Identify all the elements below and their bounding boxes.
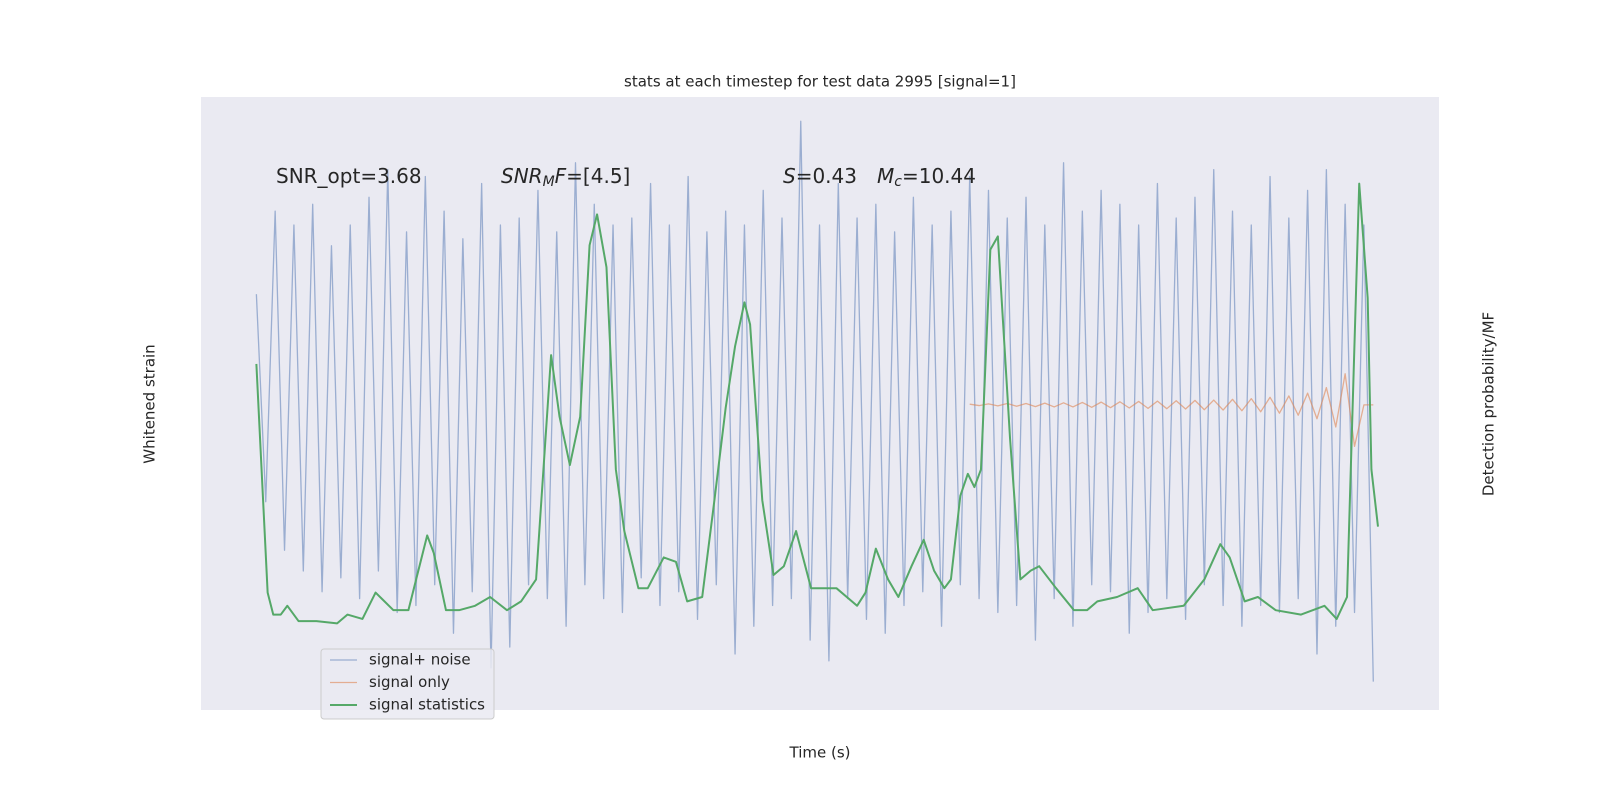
annotation: Mc=10.44 [877, 164, 976, 191]
marks [255, 120, 1379, 682]
series-line [969, 373, 1374, 448]
annotation: S=0.43 [783, 164, 857, 188]
annotation-part: SNR_opt=3.68 [276, 164, 422, 188]
annotation-part: SNR [501, 164, 543, 188]
annotation: SNRMF=[4.5] [501, 164, 630, 191]
series-line [255, 182, 1379, 625]
annotation-part: =0.43 [796, 164, 857, 188]
annotation-part: M [543, 174, 555, 190]
y2-axis-label: Detection probability/MF [1480, 312, 1498, 496]
legend-box [320, 648, 495, 720]
legend-label: signal only [369, 673, 450, 691]
x-axis-label: Time (s) [789, 744, 851, 762]
annotation-part: c [894, 174, 902, 190]
plot-area [201, 97, 1439, 710]
annotation-part: M [877, 164, 894, 188]
series-line [255, 120, 1374, 682]
annotation-part: S [783, 164, 796, 188]
chart-title: stats at each timestep for test data 299… [624, 73, 1016, 91]
annotations: SNR_opt=3.68 SNRMF=[4.5] S=0.43 Mc=10.44 [276, 164, 976, 191]
annotation: SNR_opt=3.68 [276, 164, 422, 188]
annotation-part: =[4.5] [566, 164, 630, 188]
y-axis-label: Whitened strain [141, 344, 159, 463]
legend-label: signal statistics [369, 696, 485, 714]
legend: signal+ noise signal only signal statistic… [320, 648, 495, 720]
legend-label: signal+ noise [369, 651, 471, 669]
annotation-part: =10.44 [902, 164, 976, 188]
annotation-part: F [555, 164, 567, 188]
